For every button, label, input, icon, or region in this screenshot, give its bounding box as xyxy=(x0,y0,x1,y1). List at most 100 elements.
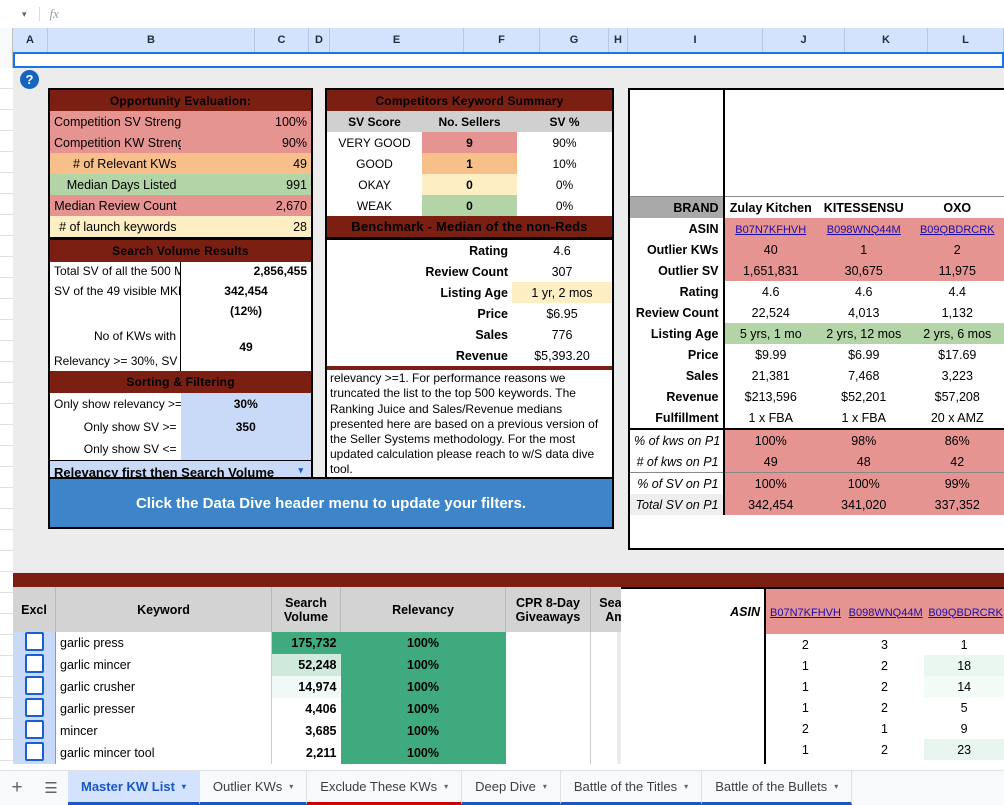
asin-rank-header-text-0[interactable]: B07N7KFHVH xyxy=(770,607,841,619)
filter-value-1[interactable]: 350 xyxy=(181,415,312,438)
row-header-cell[interactable] xyxy=(0,173,13,194)
selected-cell-row[interactable] xyxy=(13,52,1004,68)
row-header-cell[interactable] xyxy=(0,488,13,509)
checkbox-icon[interactable] xyxy=(25,654,44,673)
column-header-c[interactable]: C xyxy=(255,28,309,52)
checkbox-icon[interactable] xyxy=(25,632,44,651)
exclude-checkbox-cell-0[interactable] xyxy=(13,632,56,654)
row-header-cell[interactable] xyxy=(0,68,13,89)
sort-dropdown-caret-icon[interactable]: ▾ xyxy=(298,465,303,476)
row-header-cell[interactable] xyxy=(0,257,13,278)
row-header-cell[interactable] xyxy=(0,152,13,173)
column-header-h[interactable]: H xyxy=(609,28,628,52)
row-header-cell[interactable] xyxy=(0,131,13,152)
benchmark-label-2: Listing Age xyxy=(327,282,512,303)
row-header-cell[interactable] xyxy=(0,278,13,299)
competitor-metric-value-6-2: 3,223 xyxy=(911,365,1004,386)
opportunity-label-3: Median Days Listed xyxy=(50,174,181,195)
checkbox-icon[interactable] xyxy=(25,742,44,761)
row-header-cell[interactable] xyxy=(0,467,13,488)
row-header-cell[interactable] xyxy=(0,593,13,614)
keyword-cpr-1 xyxy=(506,654,591,676)
asin-link-text-0[interactable]: B07N7KFHVH xyxy=(735,224,806,236)
checkbox-icon[interactable] xyxy=(25,676,44,695)
filter-value-2[interactable] xyxy=(181,438,312,461)
column-header-e[interactable]: E xyxy=(330,28,464,52)
row-header-cell[interactable] xyxy=(0,572,13,593)
row-header-cell[interactable] xyxy=(0,740,13,761)
sheet-tab-outlier-kws[interactable]: Outlier KWs▾ xyxy=(200,771,307,805)
exclude-checkbox-cell-1[interactable] xyxy=(13,654,56,676)
exclude-checkbox-cell-5[interactable] xyxy=(13,742,56,764)
chevron-down-icon[interactable]: ▾ xyxy=(289,782,293,791)
row-header-cell[interactable] xyxy=(0,614,13,635)
column-header-l[interactable]: L xyxy=(928,28,1004,52)
row-header-cell[interactable] xyxy=(0,341,13,362)
row-header-cell[interactable] xyxy=(0,551,13,572)
exclude-checkbox-cell-3[interactable] xyxy=(13,698,56,720)
chevron-down-icon[interactable]: ▾ xyxy=(182,782,186,791)
keyword-relevancy-1: 100% xyxy=(341,654,506,676)
notes-body[interactable]: Your Amazon search resulted in 872 keywo… xyxy=(327,370,612,484)
row-header-cell[interactable] xyxy=(0,425,13,446)
column-header-a[interactable]: A xyxy=(13,28,48,52)
sheet-tab-exclude-these-kws[interactable]: Exclude These KWs▾ xyxy=(307,771,462,805)
sheet-tab-deep-dive[interactable]: Deep Dive▾ xyxy=(462,771,561,805)
name-box-caret-icon[interactable]: ▾ xyxy=(22,10,27,19)
asin-rank-header-text-1[interactable]: B098WNQ44M xyxy=(849,607,923,619)
row-header-cell[interactable] xyxy=(0,299,13,320)
notes-text: Your Amazon search resulted in 872 keywo… xyxy=(330,370,609,478)
column-header-d[interactable]: D xyxy=(309,28,330,52)
row-header-cell[interactable] xyxy=(0,215,13,236)
sheet-tab-master-kw-list[interactable]: Master KW List▾ xyxy=(68,771,200,805)
select-all-corner[interactable] xyxy=(0,28,13,52)
row-header-cell[interactable] xyxy=(0,194,13,215)
asin-rank-header-text-2[interactable]: B09QBDRCRK xyxy=(928,607,1003,619)
column-header-f[interactable]: F xyxy=(464,28,540,52)
comp-kw-sellers-2: 0 xyxy=(422,174,517,195)
row-header-cell[interactable] xyxy=(0,509,13,530)
asin-link-text-2[interactable]: B09QBDRCRK xyxy=(920,224,995,236)
column-header-b[interactable]: B xyxy=(48,28,255,52)
row-header-cell[interactable] xyxy=(0,89,13,110)
chevron-down-icon[interactable]: ▾ xyxy=(543,782,547,791)
row-header-cell[interactable] xyxy=(0,719,13,740)
header-no-sellers: No. Sellers xyxy=(422,111,517,132)
column-header-j[interactable]: J xyxy=(763,28,845,52)
add-sheet-button[interactable]: + xyxy=(0,777,34,799)
row-header-cell[interactable] xyxy=(0,530,13,551)
row-header-cell[interactable] xyxy=(0,110,13,131)
sheet-tab-battle-of-the-bullets[interactable]: Battle of the Bullets▾ xyxy=(702,771,852,805)
row-header-cell[interactable] xyxy=(0,446,13,467)
row-header-cell[interactable] xyxy=(0,236,13,257)
sv-pct-value: (12%) xyxy=(181,300,312,322)
row-header-cell[interactable] xyxy=(0,677,13,698)
asin-link-text-1[interactable]: B098WNQ44M xyxy=(827,224,901,236)
column-header-i[interactable]: I xyxy=(628,28,763,52)
update-filters-banner[interactable]: Click the Data Dive header menu to updat… xyxy=(48,477,614,529)
formula-bar-divider xyxy=(39,7,40,21)
row-header-cell[interactable] xyxy=(0,362,13,383)
chevron-down-icon[interactable]: ▾ xyxy=(834,782,838,791)
all-sheets-menu-button[interactable]: ☰ xyxy=(34,779,68,797)
column-header-g[interactable]: G xyxy=(540,28,609,52)
exclude-checkbox-cell-2[interactable] xyxy=(13,676,56,698)
filter-value-0[interactable]: 30% xyxy=(181,393,312,416)
row-header-cell[interactable] xyxy=(0,404,13,425)
row-header-cell[interactable] xyxy=(0,635,13,656)
sheet-tab-battle-of-the-titles[interactable]: Battle of the Titles▾ xyxy=(561,771,702,805)
help-icon[interactable]: ? xyxy=(20,70,39,89)
row-header-cell[interactable] xyxy=(0,383,13,404)
chevron-down-icon[interactable]: ▾ xyxy=(684,782,688,791)
benchmark-value-0: 4.6 xyxy=(512,240,612,261)
checkbox-icon[interactable] xyxy=(25,698,44,717)
row-header-cell[interactable] xyxy=(0,698,13,719)
row-header-cell[interactable] xyxy=(0,656,13,677)
checkbox-icon[interactable] xyxy=(25,720,44,739)
column-header-k[interactable]: K xyxy=(845,28,928,52)
chevron-down-icon[interactable]: ▾ xyxy=(444,782,448,791)
exclude-checkbox-cell-4[interactable] xyxy=(13,720,56,742)
row-header-cell[interactable] xyxy=(0,320,13,341)
row-header-cell[interactable] xyxy=(0,761,13,764)
